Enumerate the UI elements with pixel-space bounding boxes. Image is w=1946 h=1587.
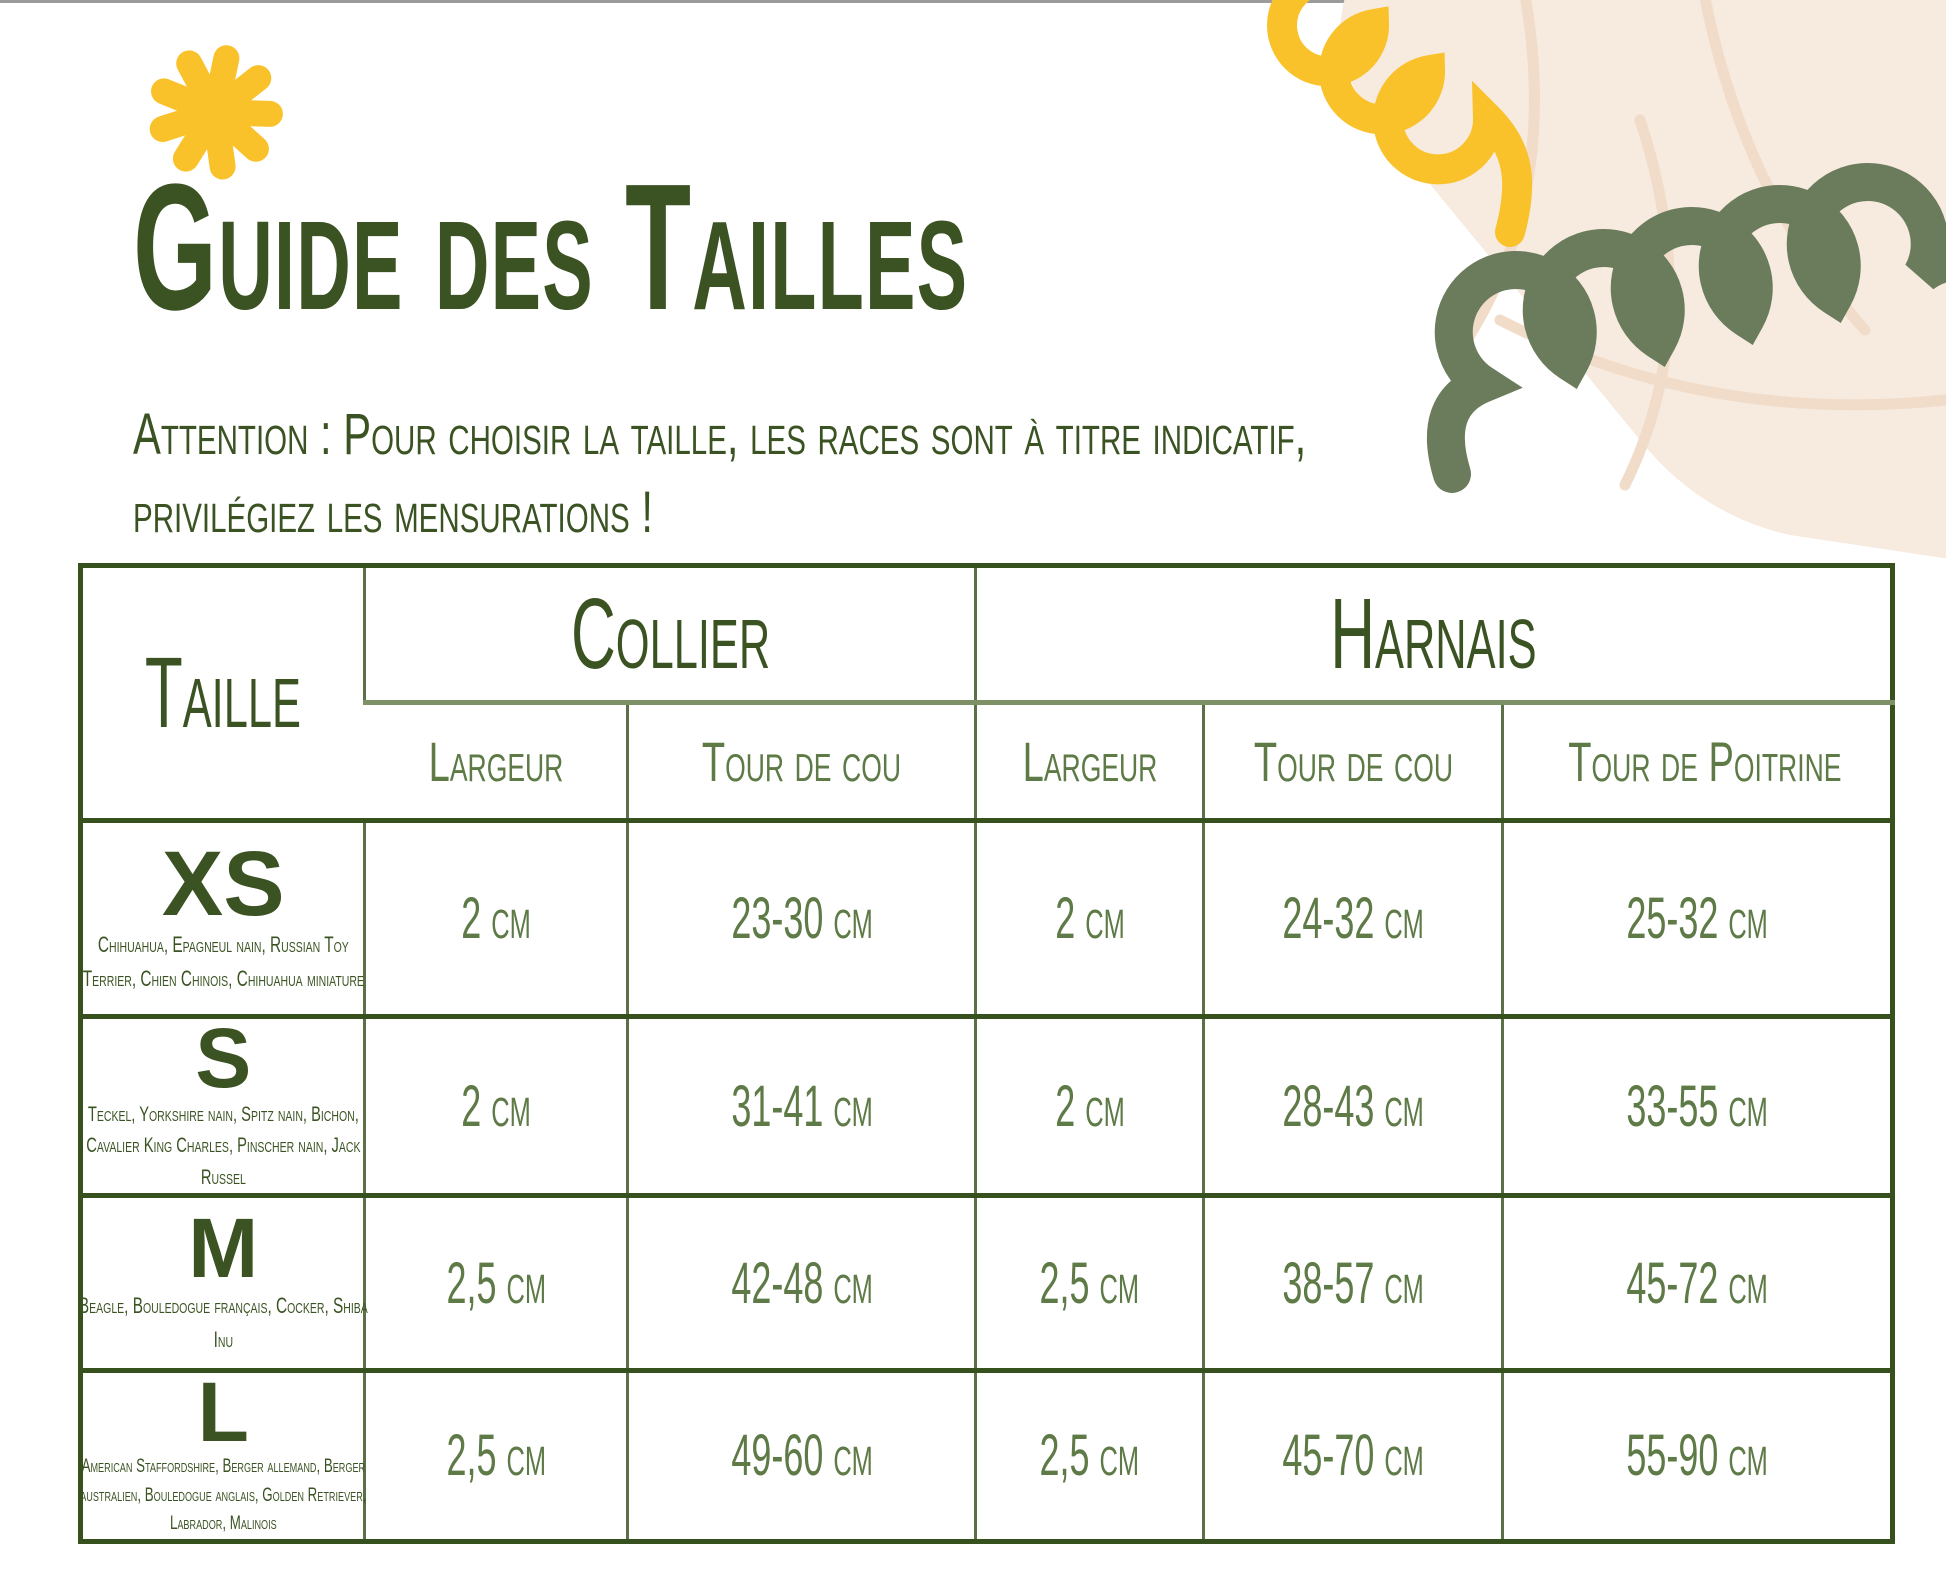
value-harnais-tour-de-cou: 24-32 cm xyxy=(1282,886,1425,951)
subheader-label: Largeur xyxy=(1022,730,1158,793)
table-cell: 38-57 cm xyxy=(1202,1193,1503,1371)
breeds-xs: Chihuahua, Epagneul nain, Russian Toy Te… xyxy=(82,932,364,992)
table-header: Taille Collier Harnais Largeur Tour de c… xyxy=(81,565,1893,821)
value-harnais-tour-de-poitrine: 33-55 cm xyxy=(1626,1073,1768,1139)
table-cell: 23-30 cm xyxy=(626,818,976,1017)
value-harnais-tour-de-cou: 45-70 cm xyxy=(1282,1423,1425,1489)
table-header-row-groups: Taille Collier Harnais xyxy=(81,565,1893,749)
table-row-xs: XS Chihuahua, Epagneul nain, Russian Toy… xyxy=(80,818,1893,1017)
table-cell: 31-41 cm xyxy=(626,1013,976,1196)
table-header-row-measures: Largeur Tour de cou Largeur Tour de cou … xyxy=(81,700,1893,821)
table-cell: 2,5 cm xyxy=(363,1193,628,1371)
page-title: Guide des Tailles xyxy=(133,147,969,348)
table-row-l: L American Staffordshire, Berger alleman… xyxy=(80,1365,1893,1542)
value-collier-tour-de-cou: 31-41 cm xyxy=(730,1073,873,1139)
subheader-label: Tour de cou xyxy=(702,730,902,793)
column-header-collier: Collier xyxy=(363,565,976,703)
value-collier-tour-de-cou: 42-48 cm xyxy=(730,1250,873,1316)
table-cell: 33-55 cm xyxy=(1501,1013,1893,1196)
table-cell: 2 cm xyxy=(974,818,1204,1017)
subheader-label: Tour de Poitrine xyxy=(1568,730,1842,793)
green-spiral-icon xyxy=(1426,163,1946,493)
size-label-l: L xyxy=(197,1365,249,1460)
subheader-harnais-largeur: Largeur xyxy=(974,700,1204,821)
size-label-s: S xyxy=(195,1011,252,1105)
value-collier-largeur: 2 cm xyxy=(461,886,532,951)
value-harnais-tour-de-cou: 28-43 cm xyxy=(1282,1073,1425,1139)
table-row-s: S Teckel, Yorkshire nain, Spitz nain, Bi… xyxy=(80,1011,1893,1196)
warning-text: Attention : Pour choisir la taille, les … xyxy=(133,396,1306,553)
breeds-l: American Staffordshire, Berger allemand,… xyxy=(80,1456,367,1535)
value-collier-tour-de-cou: 49-60 cm xyxy=(730,1423,873,1489)
value-collier-largeur: 2,5 cm xyxy=(446,1250,547,1316)
table-cell: 2 cm xyxy=(363,1013,628,1196)
value-harnais-largeur: 2,5 cm xyxy=(1039,1423,1140,1489)
size-label-m: M xyxy=(188,1201,259,1296)
subheader-label: Largeur xyxy=(428,730,563,793)
table-cell: 28-43 cm xyxy=(1202,1013,1503,1196)
subheader-label: Tour de cou xyxy=(1253,730,1453,793)
subheader-collier-tour-de-cou: Tour de cou xyxy=(626,700,976,821)
breeds-m: Beagle, Bouledogue français, Cocker, Shi… xyxy=(78,1293,368,1353)
table-cell: 45-72 cm xyxy=(1501,1193,1893,1371)
yellow-spiral-icon xyxy=(1267,0,1533,247)
size-cell-xs: XS Chihuahua, Epagneul nain, Russian Toy… xyxy=(80,818,365,1017)
table-cell: 2 cm xyxy=(974,1013,1204,1196)
beige-blob-shape xyxy=(1340,0,1946,559)
size-cell-m: M Beagle, Bouledogue français, Cocker, S… xyxy=(79,1193,368,1371)
subheader-harnais-tour-de-poitrine: Tour de Poitrine xyxy=(1501,700,1893,821)
warning-line-1: Attention : Pour choisir la taille, les … xyxy=(133,402,1307,467)
value-collier-largeur: 2,5 cm xyxy=(446,1423,547,1489)
table-cell: 55-90 cm xyxy=(1501,1368,1893,1542)
size-cell-l: L American Staffordshire, Berger alleman… xyxy=(80,1365,366,1542)
table-cell: 2,5 cm xyxy=(974,1193,1204,1371)
value-harnais-largeur: 2 cm xyxy=(1054,886,1125,951)
subheader-harnais-tour-de-cou: Tour de cou xyxy=(1202,700,1503,821)
table-cell: 25-32 cm xyxy=(1501,818,1893,1017)
column-header-collier-label: Collier xyxy=(570,577,770,690)
table-cell: 2,5 cm xyxy=(363,1368,628,1542)
column-header-taille-label: Taille xyxy=(145,636,302,749)
table-row-m: M Beagle, Bouledogue français, Cocker, S… xyxy=(79,1193,1893,1371)
table-cell: 42-48 cm xyxy=(626,1193,976,1371)
table-body: XS Chihuahua, Epagneul nain, Russian Toy… xyxy=(79,818,1893,1542)
value-collier-largeur: 2 cm xyxy=(461,1073,532,1139)
table-cell: 2,5 cm xyxy=(974,1368,1204,1542)
column-header-harnais-label: Harnais xyxy=(1330,577,1537,690)
table-cell: 2 cm xyxy=(363,818,628,1017)
value-harnais-tour-de-poitrine: 25-32 cm xyxy=(1626,886,1768,951)
warning-line-2: privilégiez les mensurations ! xyxy=(133,480,653,546)
table-cell: 24-32 cm xyxy=(1202,818,1503,1017)
page-top-divider xyxy=(0,0,1946,3)
column-header-taille: Taille xyxy=(81,566,365,821)
breeds-s: Teckel, Yorkshire nain, Spitz nain, Bich… xyxy=(86,1102,361,1189)
size-cell-s: S Teckel, Yorkshire nain, Spitz nain, Bi… xyxy=(80,1011,365,1196)
size-guide-table: Taille Collier Harnais Largeur Tour de c… xyxy=(78,563,1895,1544)
column-header-harnais: Harnais xyxy=(974,565,1893,703)
value-harnais-largeur: 2,5 cm xyxy=(1039,1250,1140,1316)
value-collier-tour-de-cou: 23-30 cm xyxy=(730,886,873,951)
size-label-xs: XS xyxy=(161,832,285,935)
value-harnais-tour-de-poitrine: 45-72 cm xyxy=(1626,1250,1768,1316)
value-harnais-largeur: 2 cm xyxy=(1054,1073,1125,1139)
subheader-collier-largeur: Largeur xyxy=(364,700,628,821)
table-cell: 49-60 cm xyxy=(626,1368,976,1542)
table-cell: 45-70 cm xyxy=(1202,1368,1503,1542)
value-harnais-tour-de-poitrine: 55-90 cm xyxy=(1626,1423,1768,1489)
value-harnais-tour-de-cou: 38-57 cm xyxy=(1282,1250,1425,1316)
